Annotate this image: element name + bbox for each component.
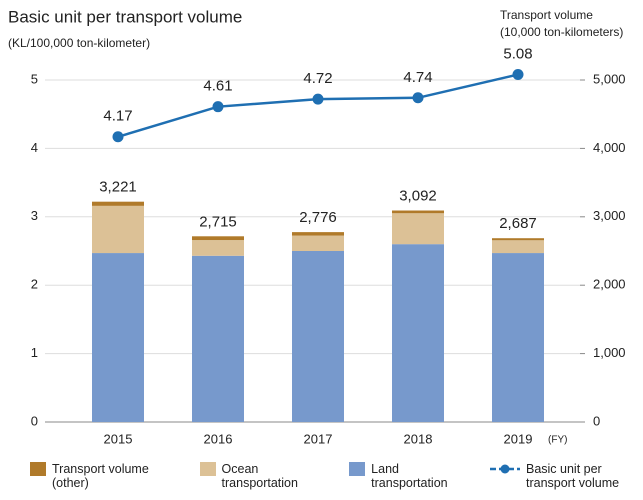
legend-line: [489, 464, 520, 474]
x-tick-label: 2019: [504, 431, 533, 446]
bar-segment: [392, 210, 444, 214]
bar-segment: [292, 232, 344, 236]
bar-segment: [292, 235, 344, 251]
bar-segment: [392, 213, 444, 245]
total-label: 2,715: [199, 213, 237, 230]
line-point: [212, 101, 224, 113]
y2-axis-label: Transport volume: [500, 8, 593, 22]
legend-label: Transport volume (other): [52, 462, 149, 490]
line-label: 4.72: [303, 70, 332, 87]
total-label: 3,221: [99, 179, 137, 196]
bar-segment: [492, 238, 544, 241]
y-tick-label: 0: [31, 413, 38, 428]
bar-segment: [92, 253, 144, 422]
bar-segment: [492, 240, 544, 254]
line-point: [412, 92, 424, 104]
line-label: 5.08: [503, 45, 532, 62]
bar-segment: [92, 201, 144, 206]
legend-item: Transport volume (other): [30, 462, 186, 490]
line-point: [512, 69, 524, 81]
legend-label: Basic unit per transport volume: [525, 462, 620, 490]
legend-swatch: [30, 462, 46, 476]
bar-segment: [92, 205, 144, 254]
y2-tick-label: 4,000: [593, 140, 626, 155]
y-tick-label: 4: [31, 140, 38, 155]
y2-tick-label: 2,000: [593, 277, 626, 292]
chart-title: Basic unit per transport volume: [8, 7, 242, 26]
y-tick-label: 1: [31, 345, 38, 360]
y2-tick-label: 5,000: [593, 71, 626, 86]
bar-segment: [392, 244, 444, 422]
x-unit: (FY): [548, 435, 567, 446]
bar-segment: [192, 255, 244, 422]
legend-swatch: [489, 462, 520, 476]
line-label: 4.61: [203, 78, 232, 95]
x-tick-label: 2015: [104, 431, 133, 446]
y2-axis-label: (10,000 ton-kilometers): [500, 25, 623, 39]
line-point: [112, 131, 124, 143]
y-tick-label: 2: [31, 277, 38, 292]
total-label: 3,092: [399, 187, 437, 204]
legend-swatch: [199, 462, 216, 476]
y2-tick-label: 3,000: [593, 208, 626, 223]
bar-segment: [292, 251, 344, 422]
line-label: 4.17: [103, 108, 132, 125]
line-point: [312, 93, 324, 105]
bar-segment: [192, 240, 244, 256]
x-tick-label: 2017: [304, 431, 333, 446]
total-label: 2,687: [499, 215, 537, 232]
y-axis-label: (KL/100,000 ton-kilometer): [8, 36, 150, 50]
y-tick-label: 3: [31, 208, 38, 223]
legend-item: Basic unit per transport volume: [489, 462, 626, 490]
legend: Transport volume (other) Ocean transporta…: [30, 462, 640, 490]
x-tick-label: 2016: [204, 431, 233, 446]
y2-tick-label: 0: [593, 413, 600, 428]
bar-segment: [492, 253, 544, 422]
y-tick-label: 5: [31, 71, 38, 86]
legend-swatch: [349, 462, 366, 476]
x-tick-label: 2018: [404, 431, 433, 446]
total-label: 2,776: [299, 209, 337, 226]
legend-label: Ocean transportation: [221, 462, 298, 490]
chart: Basic unit per transport volume (KL/100,…: [8, 7, 626, 446]
legend-item: Ocean transportation: [199, 462, 336, 490]
y2-tick-label: 1,000: [593, 345, 626, 360]
bar-segment: [192, 236, 244, 241]
line-label: 4.74: [403, 69, 432, 86]
legend-label: Land transportation: [371, 462, 448, 490]
legend-item: Land transportation: [349, 462, 476, 490]
